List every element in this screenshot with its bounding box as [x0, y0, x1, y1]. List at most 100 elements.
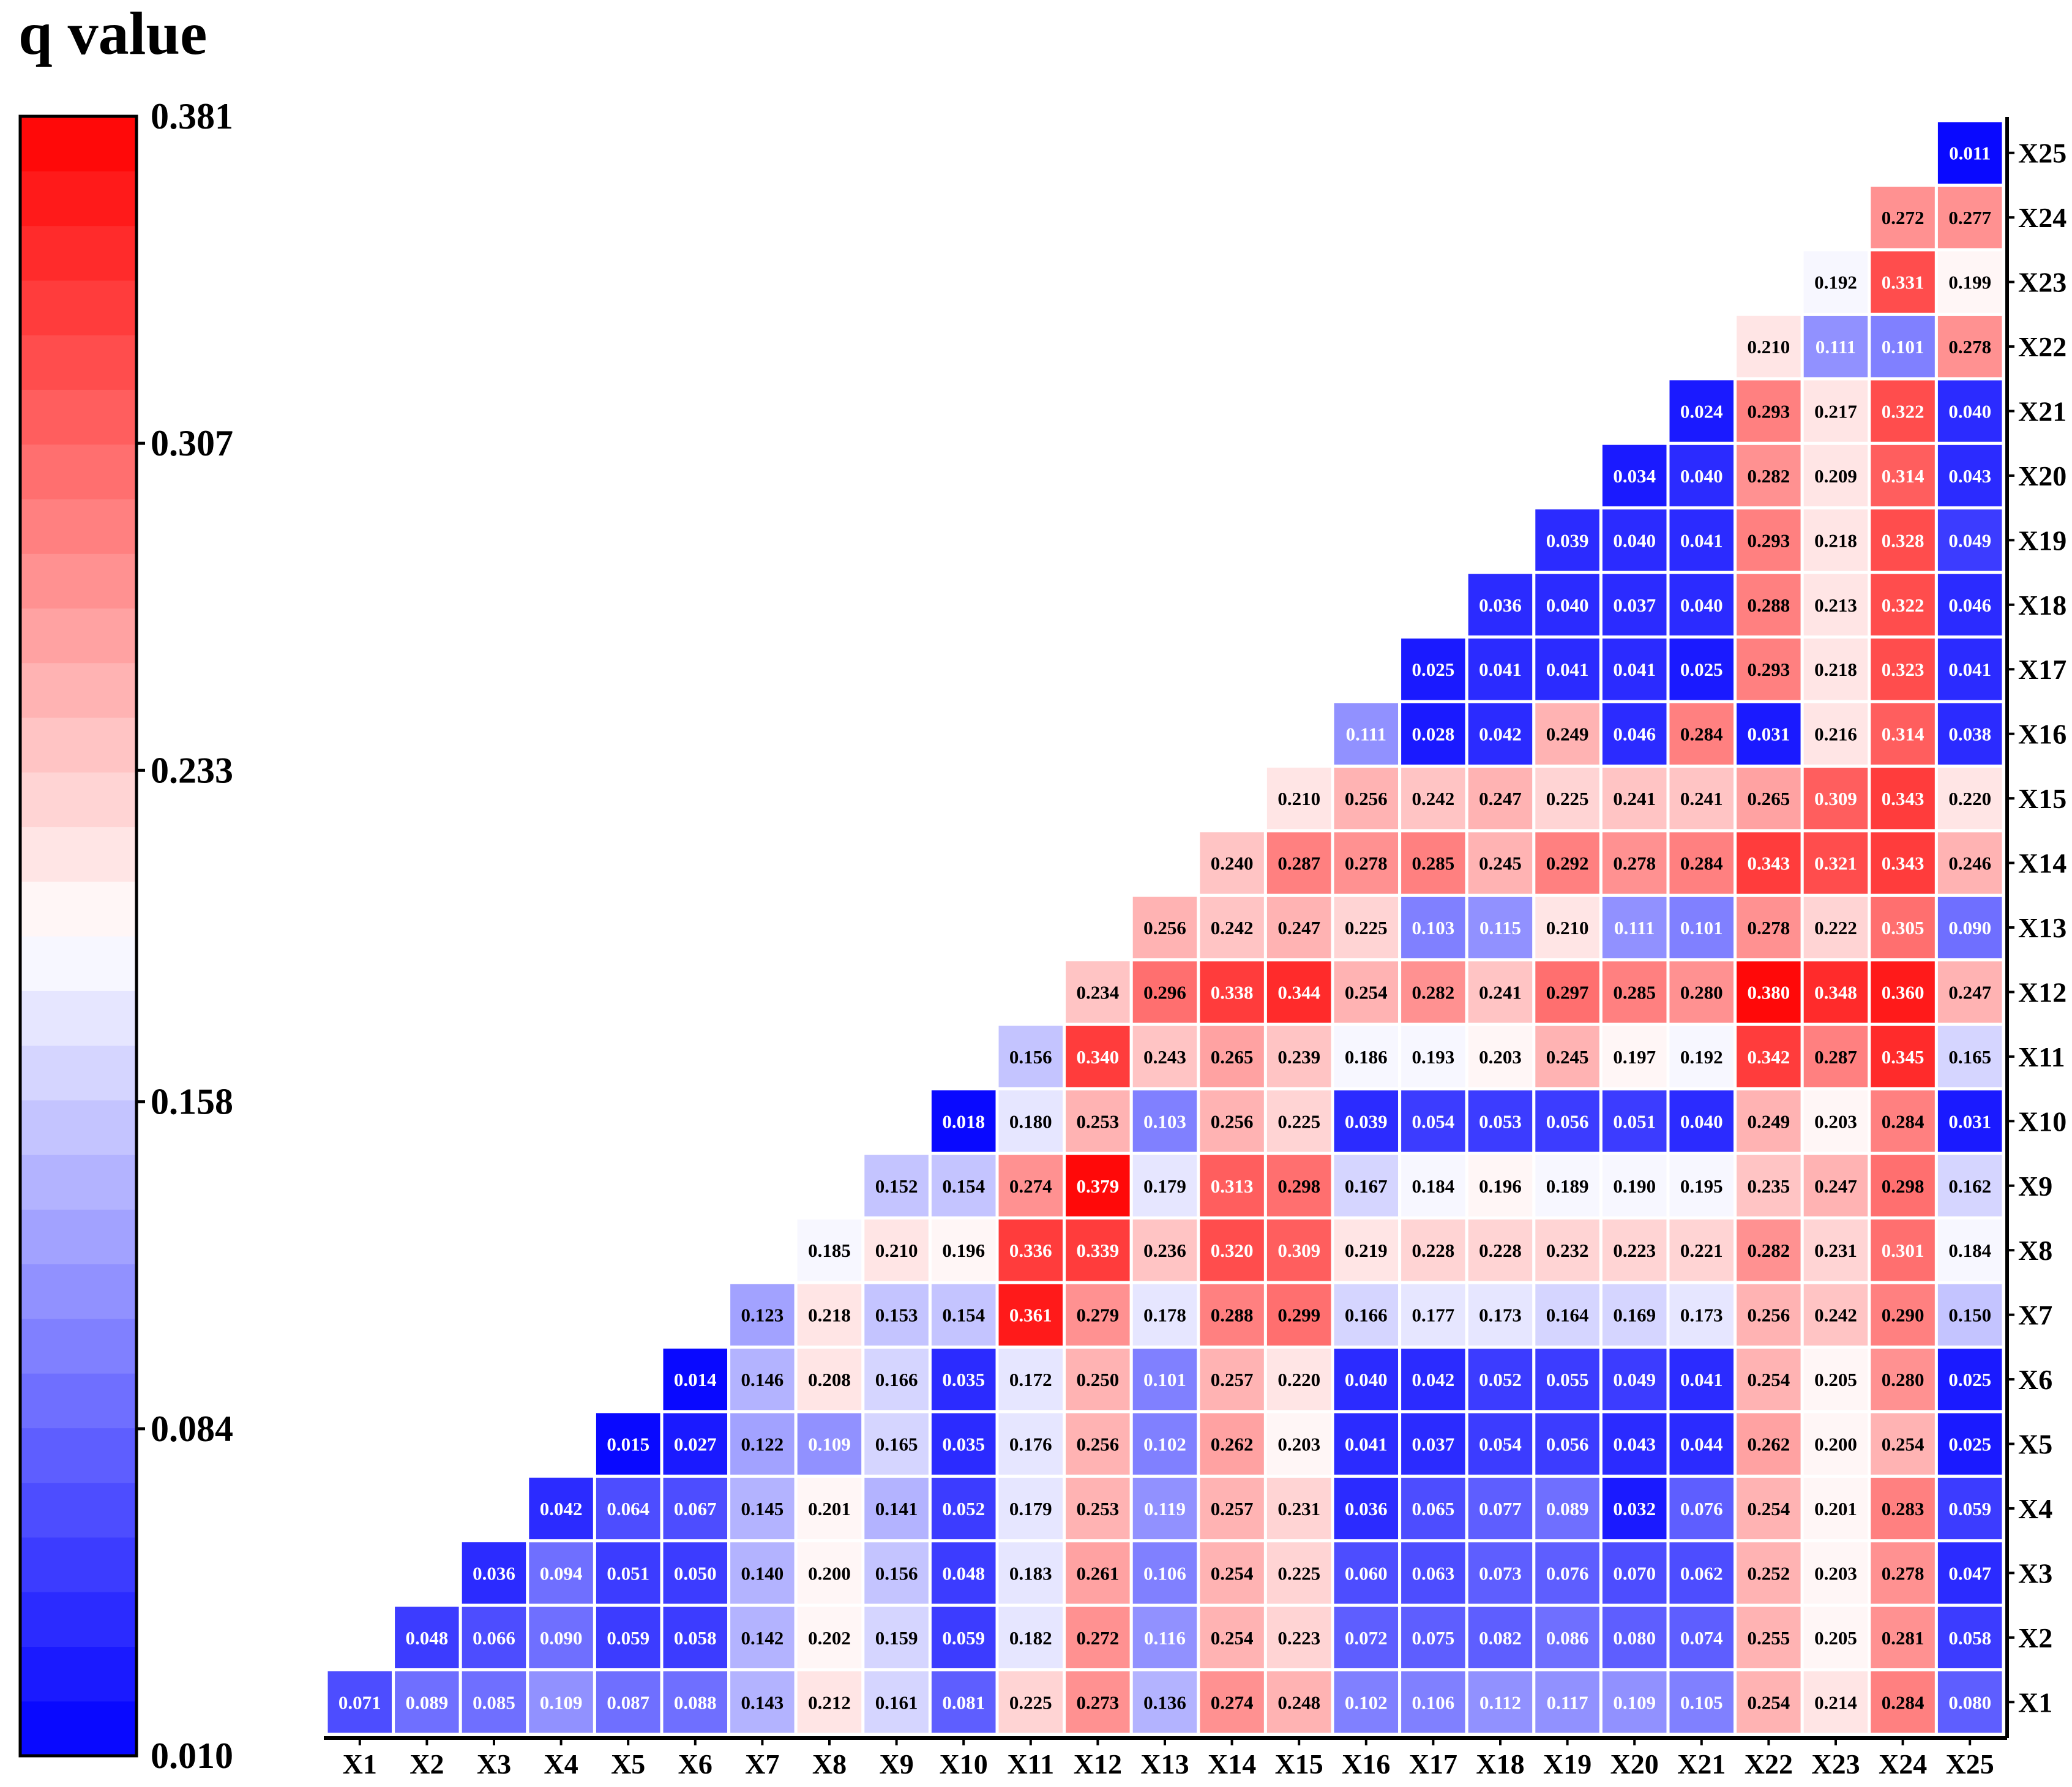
heatmap-cell — [794, 1345, 865, 1414]
colorbar-level — [20, 1373, 137, 1428]
colorbar-level — [20, 608, 137, 664]
colorbar-tick-label: 0.084 — [151, 1409, 233, 1449]
cell-value-label: 0.284 — [1680, 853, 1723, 874]
heatmap-cell — [1532, 635, 1603, 703]
cell-value-label: 0.339 — [1077, 1240, 1120, 1261]
cell-value-label: 0.278 — [1882, 1562, 1924, 1584]
heatmap-cell — [1398, 1152, 1468, 1219]
cell-value-label: 0.164 — [1546, 1305, 1589, 1326]
cell-value-label: 0.240 — [1211, 853, 1254, 874]
heatmap-cell — [1934, 1410, 2005, 1478]
heatmap-cell — [458, 1539, 529, 1607]
cell-value-label: 0.109 — [808, 1434, 851, 1455]
heatmap-cell — [1934, 1022, 2005, 1091]
cell-value-label: 0.210 — [1748, 336, 1790, 358]
cell-value-label: 0.077 — [1479, 1498, 1522, 1519]
cell-value-label: 0.179 — [1009, 1498, 1052, 1519]
cell-value-label: 0.027 — [674, 1434, 717, 1455]
cell-value-label: 0.028 — [1412, 724, 1455, 745]
cell-value-label: 0.218 — [1814, 530, 1857, 551]
colorbar-level — [20, 1646, 137, 1702]
cell-value-label: 0.290 — [1882, 1305, 1924, 1326]
cell-value-label: 0.200 — [808, 1562, 851, 1584]
cell-value-label: 0.231 — [1277, 1498, 1320, 1519]
heatmap-cell — [1934, 1668, 2005, 1736]
cell-value-label: 0.054 — [1412, 1111, 1455, 1132]
colorbar-tick-label: 0.307 — [151, 423, 233, 463]
cell-value-label: 0.044 — [1680, 1434, 1723, 1455]
cell-value-label: 0.059 — [942, 1627, 985, 1649]
cell-value-label: 0.056 — [1546, 1434, 1589, 1455]
heatmap-cell — [1734, 764, 1804, 833]
cell-value-label: 0.192 — [1814, 272, 1857, 293]
cell-value-label: 0.274 — [1211, 1691, 1254, 1713]
cell-value-label: 0.225 — [1009, 1691, 1052, 1713]
heatmap-cell — [1734, 1281, 1804, 1349]
cell-value-label: 0.278 — [1748, 917, 1790, 938]
x-axis-tick-label: X11 — [1007, 1748, 1054, 1780]
cell-value-label: 0.154 — [942, 1175, 985, 1197]
cell-value-label: 0.161 — [875, 1691, 918, 1713]
cell-value-label: 0.086 — [1546, 1627, 1589, 1649]
cell-value-label: 0.195 — [1680, 1175, 1723, 1197]
colorbar-tick-label: 0.010 — [151, 1736, 233, 1776]
heatmap-cell — [1868, 1087, 1938, 1155]
y-axis-tick-label: X4 — [2018, 1493, 2052, 1524]
cell-value-label: 0.220 — [1948, 788, 1991, 809]
cell-value-label: 0.284 — [1680, 724, 1723, 745]
cell-value-label: 0.256 — [1345, 788, 1388, 809]
x-axis-tick-label: X3 — [477, 1748, 511, 1780]
heatmap-cell — [1197, 1087, 1267, 1155]
cell-value-label: 0.050 — [674, 1562, 717, 1584]
cell-value-label: 0.055 — [1546, 1369, 1589, 1390]
heatmap-cell — [928, 1668, 999, 1736]
cell-value-label: 0.089 — [406, 1691, 449, 1713]
cell-value-label: 0.052 — [1479, 1369, 1522, 1390]
cell-value-label: 0.065 — [1412, 1498, 1455, 1519]
cell-value-label: 0.247 — [1948, 981, 1991, 1003]
heatmap-cell — [1263, 1603, 1334, 1672]
heatmap-cell — [794, 1281, 865, 1349]
cell-value-label: 0.136 — [1143, 1691, 1186, 1713]
cell-value-label: 0.041 — [1680, 530, 1723, 551]
cell-value-label: 0.190 — [1613, 1175, 1656, 1197]
cell-value-label: 0.058 — [674, 1627, 717, 1649]
y-axis-tick-label: X25 — [2018, 138, 2066, 169]
heatmap-cell — [1934, 183, 2005, 252]
cell-value-label: 0.063 — [1412, 1562, 1455, 1584]
cell-value-label: 0.196 — [1479, 1175, 1522, 1197]
cell-value-label: 0.043 — [1613, 1434, 1656, 1455]
cell-value-label: 0.293 — [1748, 659, 1790, 680]
cell-value-label: 0.256 — [1748, 1305, 1790, 1326]
cell-value-label: 0.165 — [1948, 1046, 1991, 1068]
cell-value-label: 0.054 — [1479, 1434, 1522, 1455]
heatmap-cell — [1868, 1345, 1938, 1414]
heatmap-cell — [1532, 1668, 1603, 1736]
cell-value-label: 0.172 — [1009, 1369, 1052, 1390]
cell-value-label: 0.032 — [1613, 1498, 1656, 1519]
cell-value-label: 0.282 — [1748, 1240, 1790, 1261]
cell-value-label: 0.279 — [1077, 1305, 1120, 1326]
cell-value-label: 0.254 — [1882, 1434, 1924, 1455]
cell-value-label: 0.070 — [1613, 1562, 1656, 1584]
heatmap-cell — [1532, 1410, 1603, 1478]
cell-value-label: 0.257 — [1211, 1369, 1254, 1390]
cell-value-label: 0.090 — [540, 1627, 583, 1649]
cell-value-label: 0.253 — [1077, 1498, 1120, 1519]
heatmap-cell — [1868, 506, 1938, 574]
x-axis-tick-label: X14 — [1208, 1748, 1256, 1780]
cell-value-label: 0.076 — [1680, 1498, 1723, 1519]
heatmap-cell — [861, 1216, 932, 1284]
cell-value-label: 0.345 — [1882, 1046, 1924, 1068]
cell-value-label: 0.037 — [1412, 1434, 1455, 1455]
cell-value-label: 0.025 — [1948, 1369, 1991, 1390]
cell-value-label: 0.103 — [1143, 1111, 1186, 1132]
heatmap-cell — [1800, 893, 1871, 962]
cell-value-label: 0.214 — [1814, 1691, 1857, 1713]
colorbar-level — [20, 1428, 137, 1483]
cell-value-label: 0.115 — [1479, 917, 1521, 938]
colorbar-level — [20, 1701, 137, 1756]
x-axis-tick-label: X15 — [1275, 1748, 1323, 1780]
cell-value-label: 0.180 — [1009, 1111, 1052, 1132]
